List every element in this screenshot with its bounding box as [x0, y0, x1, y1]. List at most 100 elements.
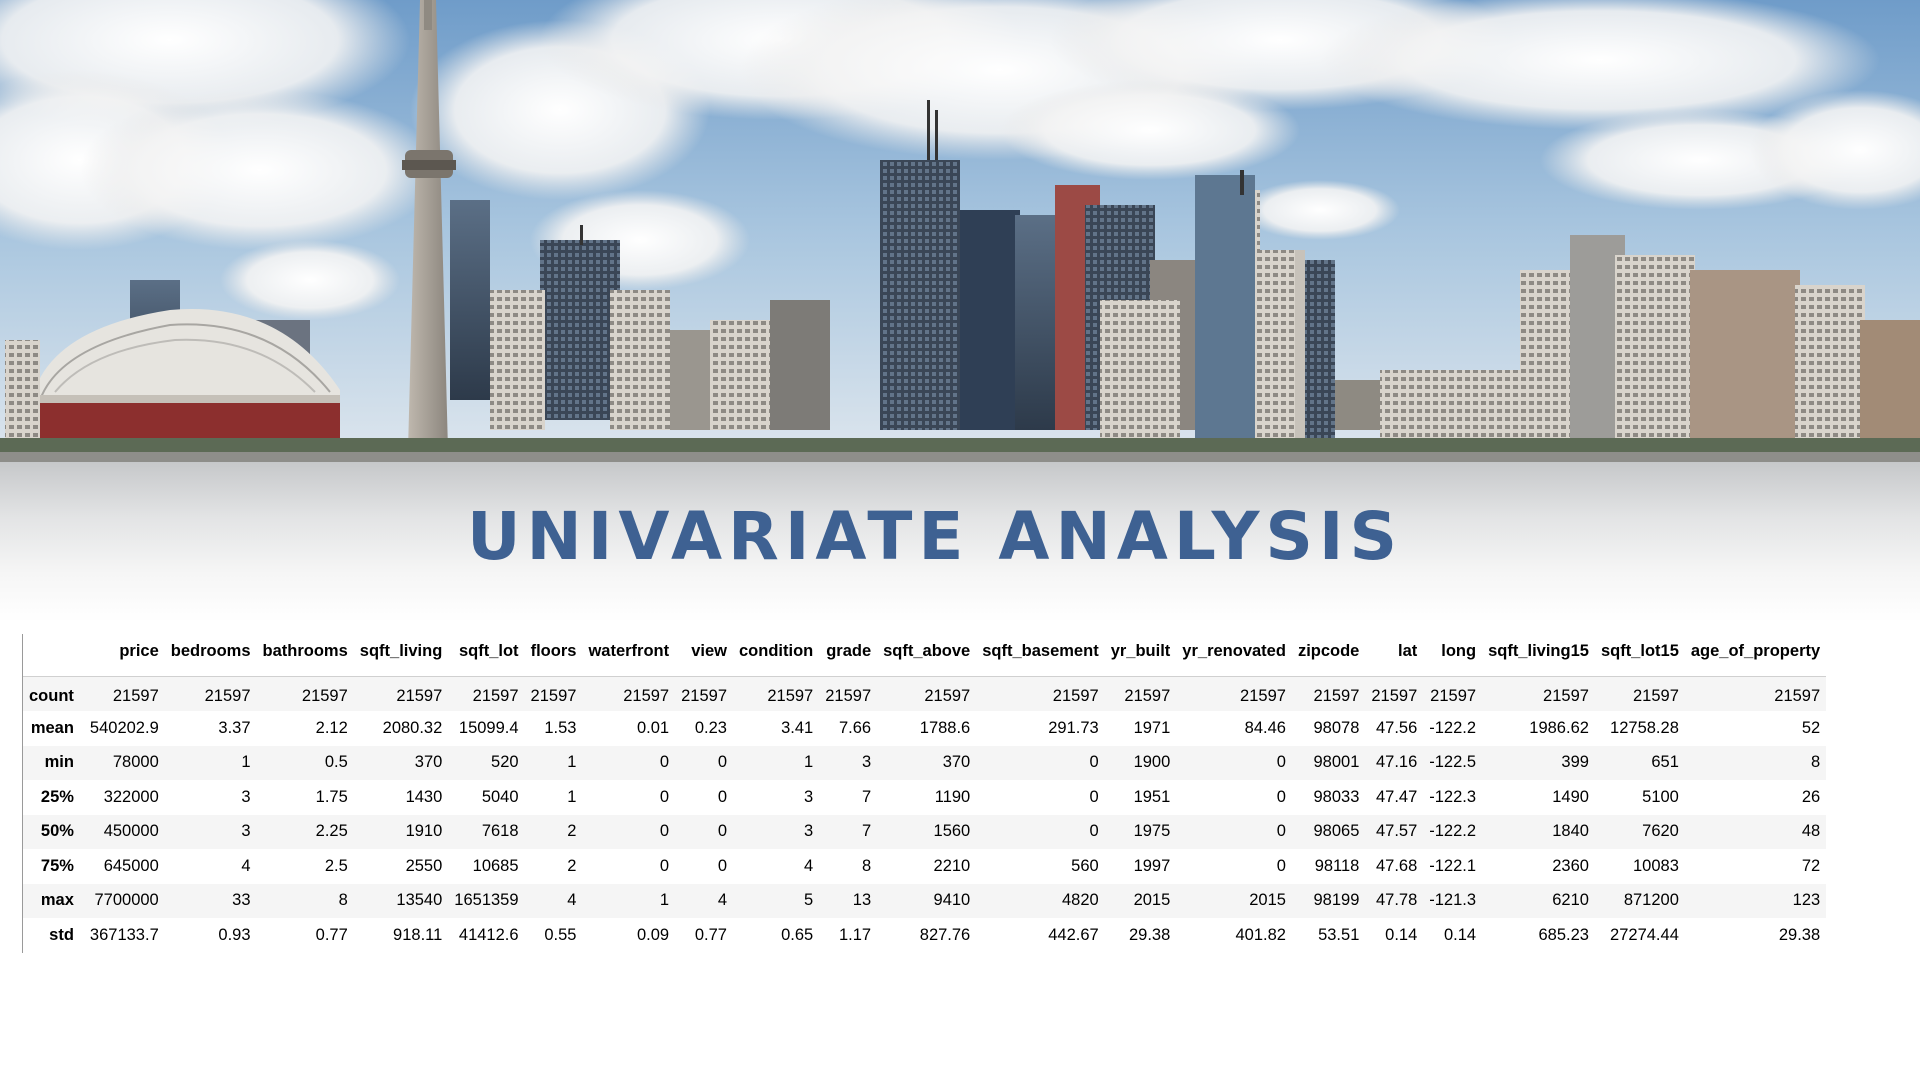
table-cell: -121.3 — [1429, 891, 1477, 910]
column-header: sqft_basement — [976, 634, 1105, 677]
stadium-dome — [5, 309, 340, 450]
table-cell: -122.2 — [1429, 718, 1477, 737]
table-cell: 21597 — [1313, 686, 1360, 705]
table-cell: 21597 — [623, 686, 670, 705]
table-cell: 645000 — [103, 856, 159, 875]
table-cell: 0.14 — [1443, 925, 1477, 944]
table-cell: 1 — [659, 891, 670, 910]
table-cell: 98065 — [1313, 822, 1360, 841]
table-cell: 21597 — [924, 686, 971, 705]
column-header: bathrooms — [256, 634, 354, 677]
table-cell: 1975 — [1133, 822, 1171, 841]
table-cell: -122.1 — [1429, 856, 1477, 875]
column-header: lat — [1365, 634, 1424, 677]
table-cell: 1560 — [933, 822, 971, 841]
table-cell: -122.3 — [1429, 787, 1477, 806]
table-row: 50% 450000 3 2.25 1910 7618 2 0 0 3 7 1560 0 1975 0 980… — [23, 814, 1827, 849]
table-cell: 1910 — [405, 822, 443, 841]
table-cell: 0 — [659, 753, 670, 772]
table-cell: 98078 — [1313, 718, 1360, 737]
table-cell: 0 — [1276, 856, 1286, 875]
table-cell: 2 — [567, 822, 577, 841]
table-cell: 2.25 — [315, 822, 348, 841]
table-cell: 27274.44 — [1610, 925, 1679, 944]
table-cell: 1 — [804, 753, 814, 772]
table-cell: 0 — [717, 753, 727, 772]
row-label: std — [49, 925, 74, 944]
table-cell: 21597 — [1371, 686, 1418, 705]
column-header: grade — [819, 634, 878, 677]
table-cell: 21597 — [1632, 686, 1679, 705]
table-cell: 21597 — [396, 686, 443, 705]
table-cell: 1788.6 — [919, 718, 971, 737]
table-cell: 2210 — [933, 856, 971, 875]
table-cell: 21597 — [1052, 686, 1099, 705]
table-cell: 21597 — [204, 686, 251, 705]
table-cell: 2550 — [405, 856, 443, 875]
table-cell: 5040 — [481, 787, 519, 806]
table-cell: 5 — [804, 891, 814, 910]
table-cell: 1840 — [1552, 822, 1589, 841]
table-cell: 2.5 — [324, 856, 348, 875]
table-cell: 7 — [861, 787, 872, 806]
column-header: long — [1423, 634, 1483, 677]
table-cell: 1.17 — [839, 925, 872, 944]
table-cell: 2.12 — [315, 718, 348, 737]
column-header: sqft_living15 — [1482, 634, 1595, 677]
table-cell: 98118 — [1314, 856, 1360, 875]
table-cell: 0 — [717, 822, 727, 841]
table-cell: 21597 — [1240, 686, 1286, 705]
table-cell: 827.76 — [919, 925, 971, 944]
column-header: floors — [524, 634, 583, 677]
table-row: min 78000 1 0.5 370 520 1 0 0 1 3 370 0 1900 0 98001 47.… — [23, 745, 1827, 780]
table-cell: 0.77 — [694, 925, 727, 944]
describe-statistics-table: price bedrooms bathrooms sqft_living sqft_lo… — [23, 634, 1827, 953]
table-cell: 1.53 — [544, 718, 577, 737]
table-cell: 0 — [1089, 787, 1099, 806]
table-cell: 7618 — [481, 822, 519, 841]
table-cell: 0 — [1276, 822, 1286, 841]
table-cell: 918.11 — [393, 925, 443, 944]
table-cell: 21597 — [112, 686, 159, 705]
table-cell: 1430 — [405, 787, 443, 806]
table-cell: 2015 — [1249, 891, 1286, 910]
table-cell: 21597 — [530, 686, 577, 705]
table-cell: 3 — [241, 787, 251, 806]
table-cell: 15099.4 — [458, 718, 519, 737]
table-cell: 21597 — [1774, 686, 1821, 705]
table-cell: 540202.9 — [89, 718, 159, 737]
table-cell: 29.38 — [1129, 925, 1171, 944]
table-cell: 10083 — [1632, 856, 1679, 875]
table-cell: 29.38 — [1778, 925, 1821, 944]
table-cell: 1900 — [1133, 753, 1171, 772]
table-cell: 84.46 — [1244, 718, 1286, 737]
table-cell: 8 — [338, 891, 348, 910]
table-cell: 4 — [717, 891, 727, 910]
toronto-skyline-banner — [0, 0, 1920, 466]
table-cell: 367133.7 — [89, 925, 159, 944]
table-cell: 98033 — [1313, 787, 1360, 806]
table-cell: 21597 — [1124, 686, 1171, 705]
table-cell: 1 — [567, 753, 577, 772]
table-cell: 3 — [861, 753, 872, 772]
table-cell: 4820 — [1061, 891, 1099, 910]
row-label: max — [40, 891, 74, 910]
table-cell: 4 — [804, 856, 814, 875]
table-cell: 0.09 — [636, 925, 670, 944]
table-header-row: price bedrooms bathrooms sqft_living sqft_lo… — [23, 634, 1827, 677]
table-cell: 53.51 — [1318, 925, 1360, 944]
table-cell: 0 — [1089, 822, 1099, 841]
table-cell: 3 — [804, 822, 814, 841]
column-header: sqft_lot15 — [1594, 634, 1685, 677]
describe-table-container: price bedrooms bathrooms sqft_living sqft_lo… — [22, 634, 1903, 953]
column-header: price — [83, 634, 165, 677]
table-cell: 1490 — [1552, 787, 1589, 806]
table-cell: 871200 — [1623, 891, 1679, 910]
column-header: sqft_lot — [448, 634, 525, 677]
table-cell: 3.41 — [781, 718, 814, 737]
table-cell: 399 — [1561, 753, 1589, 772]
skyline-buildings — [130, 100, 1920, 440]
table-cell: 98199 — [1313, 891, 1360, 910]
table-cell: 48 — [1801, 822, 1821, 841]
table-body: count 21597 21597 21597 21597 21597 21597 21597… — [23, 676, 1827, 953]
